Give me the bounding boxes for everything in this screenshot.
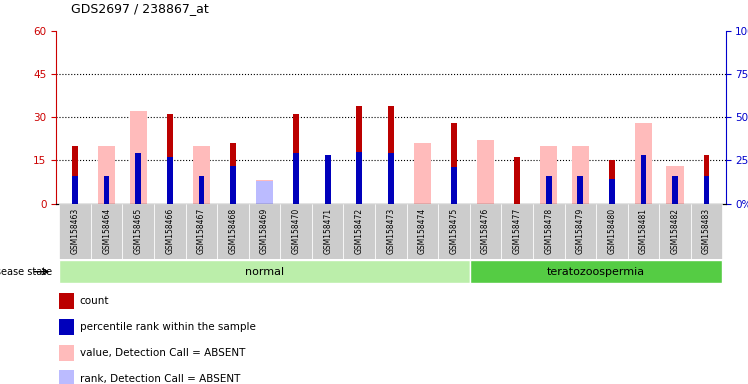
Text: count: count xyxy=(79,296,109,306)
Bar xyxy=(375,204,407,259)
Bar xyxy=(704,155,709,204)
Text: GSM158471: GSM158471 xyxy=(323,208,332,254)
Bar xyxy=(186,204,217,259)
Text: value, Detection Call = ABSENT: value, Detection Call = ABSENT xyxy=(79,348,245,358)
Bar xyxy=(659,204,691,259)
Text: GSM158476: GSM158476 xyxy=(481,208,490,254)
Text: normal: normal xyxy=(245,266,284,277)
Bar xyxy=(477,140,494,204)
Bar xyxy=(672,176,678,204)
Bar xyxy=(59,371,74,384)
Bar xyxy=(451,123,457,204)
Bar xyxy=(256,180,273,204)
Text: GSM158483: GSM158483 xyxy=(702,208,711,254)
Text: GSM158475: GSM158475 xyxy=(450,208,459,254)
Text: GSM158477: GSM158477 xyxy=(512,208,521,254)
Bar xyxy=(230,143,236,204)
Text: GSM158466: GSM158466 xyxy=(165,208,174,254)
Bar xyxy=(596,204,628,259)
Text: GSM158463: GSM158463 xyxy=(70,208,79,254)
Bar xyxy=(501,204,533,259)
Bar xyxy=(167,157,173,204)
Text: rank, Detection Call = ABSENT: rank, Detection Call = ABSENT xyxy=(79,374,240,384)
Bar xyxy=(280,204,312,259)
Bar xyxy=(388,154,393,204)
Text: GSM158474: GSM158474 xyxy=(418,208,427,254)
Bar xyxy=(666,166,684,204)
Bar xyxy=(451,167,457,204)
Bar xyxy=(59,204,91,259)
Text: GSM158467: GSM158467 xyxy=(197,208,206,254)
Bar xyxy=(691,204,723,259)
Bar xyxy=(98,146,115,204)
Bar xyxy=(59,293,74,309)
Bar xyxy=(129,111,147,204)
Bar xyxy=(438,204,470,259)
Bar xyxy=(312,204,343,259)
Bar xyxy=(198,176,204,204)
Bar xyxy=(73,146,78,204)
Bar xyxy=(640,155,646,204)
Bar xyxy=(59,319,74,335)
Bar xyxy=(540,146,557,204)
Text: percentile rank within the sample: percentile rank within the sample xyxy=(79,322,255,332)
Text: disease state: disease state xyxy=(0,266,52,277)
Bar xyxy=(470,204,501,259)
Bar xyxy=(577,176,583,204)
Text: GSM158464: GSM158464 xyxy=(102,208,111,254)
Bar xyxy=(230,166,236,204)
Bar xyxy=(217,204,249,259)
Bar xyxy=(356,106,362,204)
Text: GSM158481: GSM158481 xyxy=(639,208,648,254)
Bar xyxy=(59,344,74,361)
Bar xyxy=(91,204,123,259)
Bar xyxy=(571,146,589,204)
Bar xyxy=(609,179,615,204)
Bar xyxy=(293,154,299,204)
Bar xyxy=(628,204,659,259)
Bar xyxy=(73,176,78,204)
Bar xyxy=(565,204,596,259)
Text: teratozoospermia: teratozoospermia xyxy=(547,266,646,277)
Text: GSM158470: GSM158470 xyxy=(292,208,301,254)
Text: GSM158479: GSM158479 xyxy=(576,208,585,254)
Bar xyxy=(609,161,615,204)
Text: GSM158473: GSM158473 xyxy=(386,208,396,254)
Text: GSM158465: GSM158465 xyxy=(134,208,143,254)
Bar xyxy=(59,260,470,283)
Bar xyxy=(470,260,723,283)
Text: GSM158482: GSM158482 xyxy=(670,208,679,254)
Bar xyxy=(193,146,210,204)
Text: GSM158472: GSM158472 xyxy=(355,208,364,254)
Bar xyxy=(533,204,565,259)
Bar xyxy=(635,123,652,204)
Bar xyxy=(546,176,551,204)
Text: GSM158468: GSM158468 xyxy=(228,208,237,254)
Bar xyxy=(414,143,431,204)
Text: GSM158469: GSM158469 xyxy=(260,208,269,254)
Bar xyxy=(135,154,141,204)
Bar xyxy=(249,204,280,259)
Bar xyxy=(293,114,299,204)
Bar xyxy=(167,114,173,204)
Bar xyxy=(154,204,186,259)
Bar xyxy=(356,152,362,204)
Bar xyxy=(388,106,393,204)
Bar xyxy=(704,176,709,204)
Bar xyxy=(256,181,273,204)
Bar xyxy=(325,155,331,204)
Bar xyxy=(515,157,520,204)
Text: GSM158478: GSM158478 xyxy=(545,208,554,254)
Bar xyxy=(104,176,109,204)
Bar xyxy=(407,204,438,259)
Text: GSM158480: GSM158480 xyxy=(607,208,616,254)
Bar xyxy=(343,204,375,259)
Bar xyxy=(123,204,154,259)
Text: GDS2697 / 238867_at: GDS2697 / 238867_at xyxy=(71,2,209,15)
